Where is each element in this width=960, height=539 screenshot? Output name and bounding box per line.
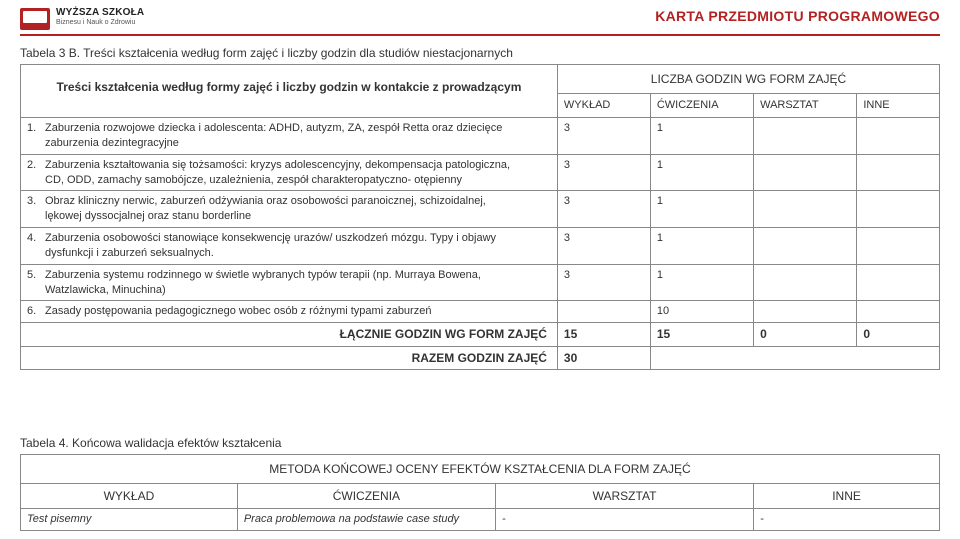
table4-col-wyklad: WYKŁAD: [21, 483, 238, 508]
page-header: WYŻSZA SZKOŁA Biznesu i Nauk o Zdrowiu K…: [20, 8, 940, 36]
row-text: Zaburzenia kształtowania się tożsamości:…: [45, 158, 525, 188]
row-value: 10: [650, 301, 753, 323]
table3-col-inne: INNE: [857, 94, 940, 118]
row-value: [754, 301, 857, 323]
row-desc: 2. Zaburzenia kształtowania się tożsamoś…: [21, 154, 558, 191]
row-value: [857, 228, 940, 265]
table3-total-label: ŁĄCZNIE GODZIN WG FORM ZAJĘĆ: [21, 323, 558, 346]
row-desc: 6. Zasady postępowania pedagogicznego wo…: [21, 301, 558, 323]
table4-banner: METODA KOŃCOWEJ OCENY EFEKTÓW KSZTAŁCENI…: [21, 454, 940, 483]
row-value: 3: [557, 154, 650, 191]
row-number: 6.: [27, 304, 45, 319]
row-number: 3.: [27, 194, 45, 209]
row-value: 1: [650, 264, 753, 301]
table3-razem-row: RAZEM GODZIN ZAJĘĆ 30: [21, 346, 940, 369]
table3-col-cwiczenia: ĆWICZENIA: [650, 94, 753, 118]
table3-col-warsztat: WARSZTAT: [754, 94, 857, 118]
table4-caption: Tabela 4. Końcowa walidacja efektów kszt…: [20, 436, 940, 450]
table-row: 3. Obraz kliniczny nerwic, zaburzeń odży…: [21, 191, 940, 228]
row-value: [857, 154, 940, 191]
row-value: [857, 264, 940, 301]
row-desc: 4. Zaburzenia osobowości stanowiące kons…: [21, 228, 558, 265]
school-logo-icon: [20, 8, 50, 30]
table3-super-header: LICZBA GODZIN WG FORM ZAJĘĆ: [557, 65, 939, 94]
table-row: 6. Zasady postępowania pedagogicznego wo…: [21, 301, 940, 323]
row-text: Obraz kliniczny nerwic, zaburzeń odżywia…: [45, 194, 525, 224]
table3-caption: Tabela 3 B. Treści kształcenia według fo…: [20, 46, 940, 60]
logo-line1: WYŻSZA SZKOŁA: [56, 8, 144, 19]
table-row: 5. Zaburzenia systemu rodzinnego w świet…: [21, 264, 940, 301]
row-text: Zaburzenia systemu rodzinnego w świetle …: [45, 268, 525, 298]
row-value: 3: [557, 118, 650, 155]
table4-cell-cwiczenia: Praca problemowa na podstawie case study: [237, 509, 495, 531]
row-value: [754, 191, 857, 228]
row-text: Zasady postępowania pedagogicznego wobec…: [45, 304, 525, 319]
row-value: 3: [557, 191, 650, 228]
table4-col-warsztat: WARSZTAT: [495, 483, 753, 508]
table3-total-row: ŁĄCZNIE GODZIN WG FORM ZAJĘĆ 15 15 0 0: [21, 323, 940, 346]
table3-total-wyklad: 15: [557, 323, 650, 346]
row-number: 1.: [27, 121, 45, 136]
row-value: [557, 301, 650, 323]
row-value: [754, 118, 857, 155]
table3: Treści kształcenia według formy zajęć i …: [20, 64, 940, 370]
table4: METODA KOŃCOWEJ OCENY EFEKTÓW KSZTAŁCENI…: [20, 454, 940, 531]
row-text: Zaburzenia osobowości stanowiące konsekw…: [45, 231, 525, 261]
row-value: [857, 191, 940, 228]
row-desc: 1. Zaburzenia rozwojowe dziecka i adoles…: [21, 118, 558, 155]
table3-razem-value: 30: [557, 346, 650, 369]
row-number: 5.: [27, 268, 45, 283]
row-desc: 5. Zaburzenia systemu rodzinnego w świet…: [21, 264, 558, 301]
row-value: [857, 301, 940, 323]
table4-cell-inne: -: [754, 509, 940, 531]
logo-text: WYŻSZA SZKOŁA Biznesu i Nauk o Zdrowiu: [56, 8, 144, 26]
row-value: 3: [557, 228, 650, 265]
table3-razem-empty: [754, 346, 857, 369]
row-value: 1: [650, 154, 753, 191]
table3-desc-header: Treści kształcenia według formy zajęć i …: [21, 65, 558, 118]
row-value: [754, 228, 857, 265]
table4-cell-wyklad: Test pisemny: [21, 509, 238, 531]
table3-total-inne: 0: [857, 323, 940, 346]
page-title: KARTA PRZEDMIOTU PROGRAMOWEGO: [655, 8, 940, 24]
table4-col-inne: INNE: [754, 483, 940, 508]
table4-col-cwiczenia: ĆWICZENIA: [237, 483, 495, 508]
table3-total-cwiczenia: 15: [650, 323, 753, 346]
table-row: 1. Zaburzenia rozwojowe dziecka i adoles…: [21, 118, 940, 155]
row-value: [857, 118, 940, 155]
table-row: 2. Zaburzenia kształtowania się tożsamoś…: [21, 154, 940, 191]
table3-razem-empty: [857, 346, 940, 369]
row-value: [754, 264, 857, 301]
table3-razem-empty: [650, 346, 753, 369]
table-row: 4. Zaburzenia osobowości stanowiące kons…: [21, 228, 940, 265]
row-desc: 3. Obraz kliniczny nerwic, zaburzeń odży…: [21, 191, 558, 228]
logo-block: WYŻSZA SZKOŁA Biznesu i Nauk o Zdrowiu: [20, 8, 144, 30]
row-value: 1: [650, 191, 753, 228]
row-value: 1: [650, 118, 753, 155]
table3-total-warsztat: 0: [754, 323, 857, 346]
row-value: 1: [650, 228, 753, 265]
table4-cell-warsztat: -: [495, 509, 753, 531]
table4-row: Test pisemny Praca problemowa na podstaw…: [21, 509, 940, 531]
table3-razem-label: RAZEM GODZIN ZAJĘĆ: [21, 346, 558, 369]
logo-line2: Biznesu i Nauk o Zdrowiu: [56, 19, 144, 26]
row-number: 4.: [27, 231, 45, 246]
table3-col-wyklad: WYKŁAD: [557, 94, 650, 118]
row-value: [754, 154, 857, 191]
row-number: 2.: [27, 158, 45, 173]
row-value: 3: [557, 264, 650, 301]
row-text: Zaburzenia rozwojowe dziecka i adolescen…: [45, 121, 525, 151]
